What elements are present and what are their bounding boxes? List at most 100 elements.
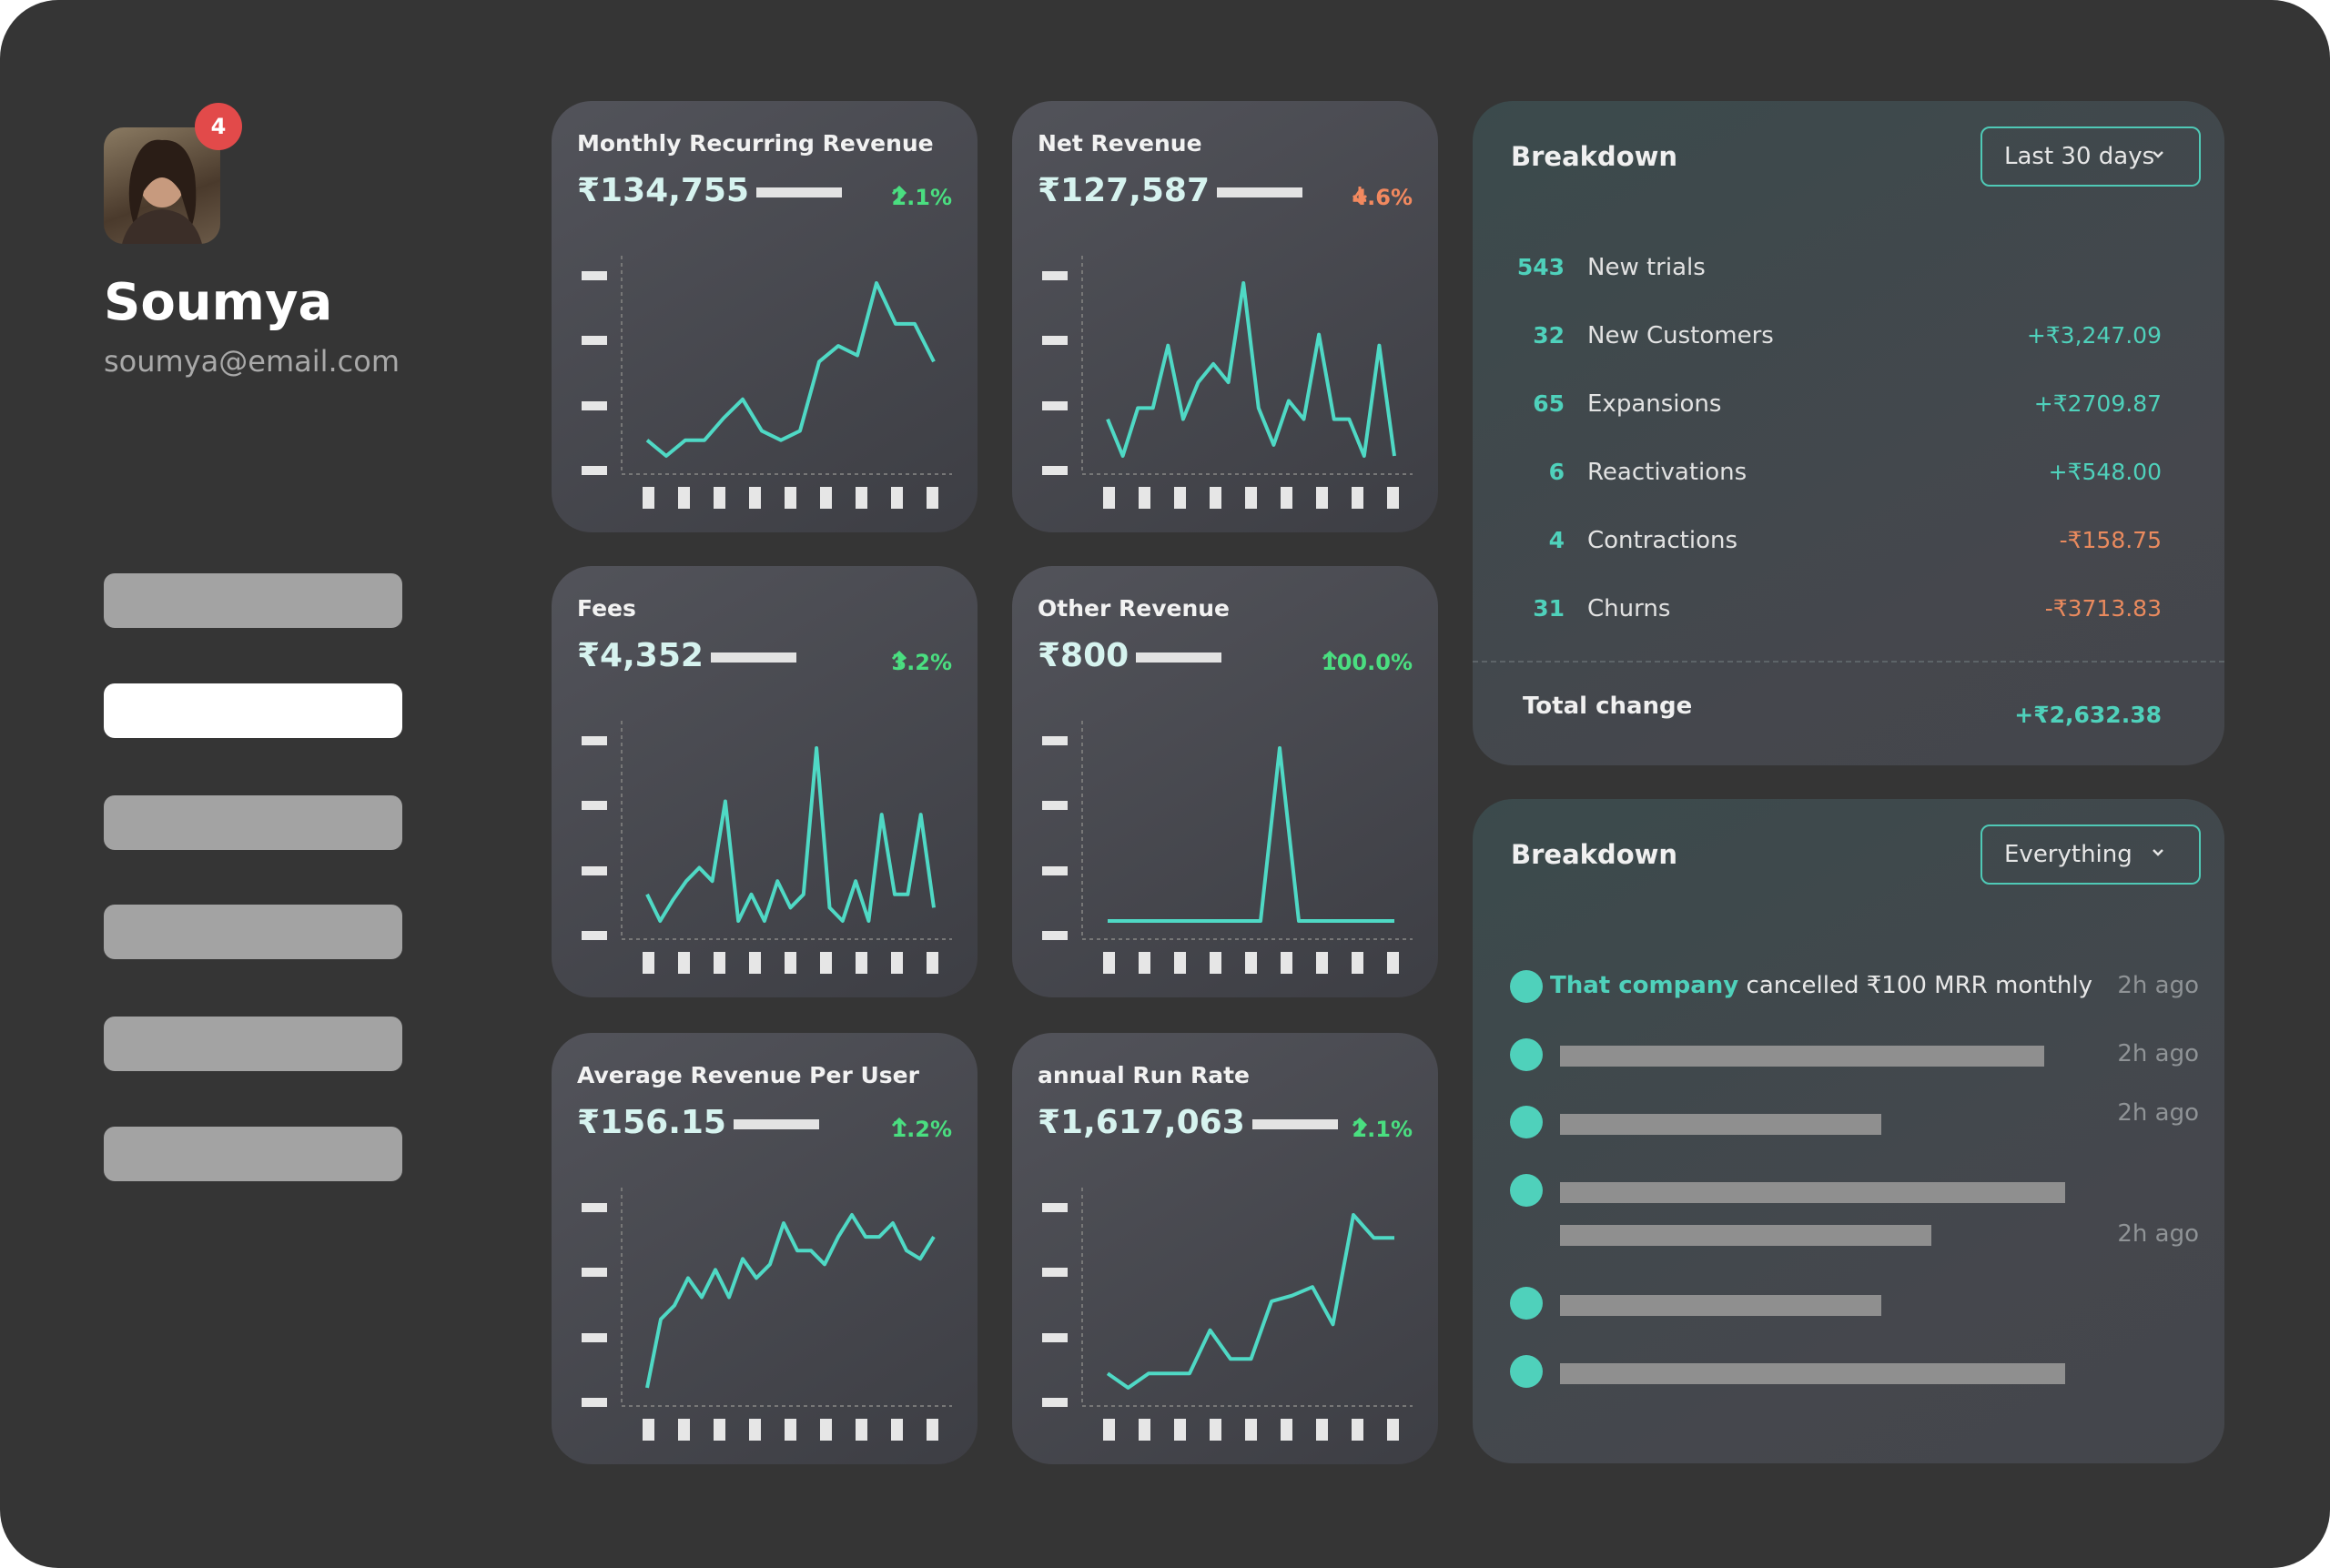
tick-placeholder (927, 1419, 938, 1441)
change-text: 100.0% (1322, 650, 1413, 675)
tick-placeholder (1042, 931, 1068, 940)
metric-title: Fees (577, 595, 636, 622)
placeholder (1251, 1118, 1338, 1129)
sparkline (645, 1213, 936, 1389)
metric-value: ₹4,352 (577, 637, 796, 674)
tick-placeholder (1174, 487, 1186, 509)
value-text: ₹156.15 (577, 1104, 726, 1141)
tick-placeholder (1245, 952, 1257, 974)
trend-arrow (1352, 1117, 1368, 1135)
activity-text: That company cancelled ₹100 MRR monthly (1550, 972, 2092, 999)
dropdown-label: Everything (2004, 841, 2132, 868)
chevron (2153, 849, 2163, 856)
metric-change: 2.1% (891, 185, 952, 210)
activity-dot (1510, 1106, 1543, 1138)
metric-card: Other Revenue ₹800 100.0% (1012, 566, 1438, 997)
metric-value: ₹127,587 (1038, 172, 1303, 209)
metric-value: ₹156.15 (577, 1104, 819, 1141)
nav-item[interactable] (104, 795, 402, 850)
tick-placeholder (582, 1398, 607, 1407)
filter-dropdown[interactable]: Everything (1980, 824, 2201, 885)
tick-placeholder (582, 1333, 607, 1342)
arrow (1322, 650, 1338, 668)
nav-item[interactable] (104, 573, 402, 628)
sparkline-chart (1042, 721, 1413, 974)
metric-title: Average Revenue Per User (577, 1062, 919, 1088)
tick-placeholder (1352, 952, 1363, 974)
metric-change: 4.6% (1352, 185, 1413, 210)
row-count: 32 (1533, 322, 1565, 349)
tick-placeholder (1103, 952, 1115, 974)
text-placeholder (1560, 1114, 1881, 1135)
dropdown-label: Last 30 days (2004, 143, 2155, 170)
tick-placeholder (714, 487, 725, 509)
row-label: Expansions (1587, 390, 1722, 418)
avatar[interactable] (104, 127, 220, 244)
trend-arrow (892, 185, 907, 203)
value-text: ₹800 (1038, 637, 1130, 674)
tick-placeholder (582, 736, 607, 745)
tick-placeholder (1042, 1333, 1068, 1342)
tick-placeholder (1042, 1203, 1068, 1212)
nav-item[interactable] (104, 905, 402, 959)
chevron (2153, 151, 2163, 158)
text-placeholder (1560, 1046, 2044, 1067)
tick-placeholder (785, 1419, 796, 1441)
placeholder (710, 652, 796, 663)
metric-card: Monthly Recurring Revenue ₹134,755 2.1% (552, 101, 978, 532)
metric-value: ₹800 (1038, 637, 1222, 674)
tick-placeholder (643, 487, 654, 509)
tick-placeholder (1316, 487, 1328, 509)
value-text: ₹1,617,063 (1038, 1104, 1245, 1141)
total-label: Total change (1523, 693, 1693, 720)
tick-placeholder (1139, 1419, 1150, 1441)
sparkline (645, 746, 936, 923)
metric-card: Fees ₹4,352 3.2% (552, 566, 978, 997)
row-amount: +₹548.00 (2048, 459, 2162, 485)
tick-placeholder (891, 952, 903, 974)
total-value: +₹2,632.38 (2014, 702, 2162, 728)
sparkline (1106, 281, 1396, 458)
arrow (1352, 1117, 1368, 1135)
tick-placeholder (1042, 866, 1068, 875)
metric-card: annual Run Rate ₹1,617,063 2.1% (1012, 1033, 1438, 1464)
tick-placeholder (1042, 401, 1068, 410)
tick-placeholder (582, 271, 607, 280)
metric-value: ₹1,617,063 (1038, 1104, 1338, 1141)
value-text: ₹134,755 (577, 172, 750, 209)
metric-title: Other Revenue (1038, 595, 1230, 622)
sparkline-chart (582, 1188, 952, 1441)
nav-item-active[interactable] (104, 683, 402, 738)
notification-badge[interactable]: 4 (195, 103, 242, 150)
tick-placeholder (714, 1419, 725, 1441)
metric-change: 3.2% (891, 650, 952, 675)
activity-time: 2h ago (2117, 1040, 2199, 1067)
tick-placeholder (582, 336, 607, 345)
tick-placeholder (1042, 736, 1068, 745)
tick-placeholder (1316, 952, 1328, 974)
tick-placeholder (1042, 1398, 1068, 1407)
arrow (1352, 187, 1368, 205)
row-count: 4 (1548, 527, 1565, 553)
row-count: 543 (1516, 254, 1565, 280)
metric-change: 1.2% (891, 1117, 952, 1142)
text-placeholder (1560, 1363, 2065, 1384)
tick-placeholder (582, 1268, 607, 1277)
placeholder (1217, 187, 1303, 197)
activity-time: 2h ago (2117, 1099, 2199, 1127)
range-dropdown[interactable]: Last 30 days (1980, 126, 2201, 187)
trend-arrow (892, 1117, 907, 1135)
nav-item[interactable] (104, 1127, 402, 1181)
tick-placeholder (1387, 1419, 1399, 1441)
panel-title: Breakdown (1511, 839, 1678, 870)
panel-title: Breakdown (1511, 141, 1678, 172)
tick-placeholder (820, 487, 832, 509)
value-text: ₹4,352 (577, 637, 704, 674)
sparkline (645, 281, 936, 458)
row-count: 31 (1533, 595, 1565, 622)
text-placeholder (1560, 1295, 1881, 1316)
tick-placeholder (1352, 1419, 1363, 1441)
row-amount: -₹158.75 (2059, 527, 2162, 553)
nav-item[interactable] (104, 1017, 402, 1071)
